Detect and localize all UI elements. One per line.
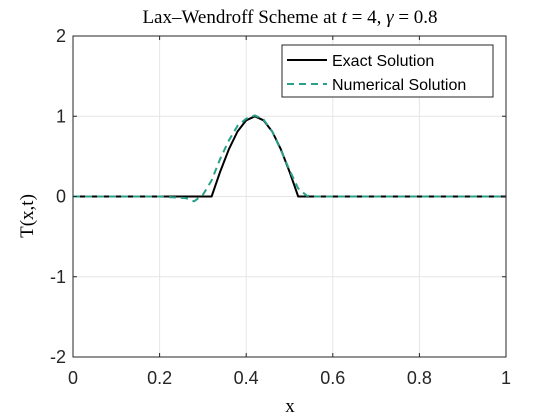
x-tick-label-2: 0.4: [234, 368, 259, 388]
series-lines: [73, 114, 506, 203]
x-tick-label-0: 0: [68, 368, 78, 388]
chart-title-prefix: Lax–Wendroff Scheme at: [142, 7, 341, 28]
chart-title-t-value: = 4,: [347, 7, 386, 28]
tick-marks: [72, 35, 507, 358]
x-tick-labels: 0 0.2 0.4 0.6 0.8 1: [68, 368, 511, 388]
chart-title-gamma-symbol: γ: [386, 7, 394, 28]
x-tick-label-3: 0.6: [320, 368, 345, 388]
legend: Exact Solution Numerical Solution: [281, 44, 494, 98]
legend-label-numerical: Numerical Solution: [332, 77, 466, 94]
x-tick-label-4: 0.8: [407, 368, 432, 388]
y-tick-label-2: 0: [56, 187, 66, 207]
chart-title: Lax–Wendroff Scheme at t = 4, γ = 0.8: [142, 7, 437, 28]
y-tick-label-1: -1: [50, 267, 66, 287]
x-tick-label-1: 0.2: [147, 368, 172, 388]
y-axis-label: T(x,t): [17, 194, 38, 238]
y-tick-labels: -2 -1 0 1 2: [50, 26, 66, 367]
x-axis-label: x: [285, 396, 295, 417]
legend-label-exact: Exact Solution: [332, 53, 434, 70]
legend-box: [281, 44, 494, 98]
y-tick-label-4: 2: [56, 26, 66, 46]
series-line-numerical: [73, 114, 506, 203]
chart-title-t-symbol: t: [342, 7, 348, 28]
chart-title-gamma-value: = 0.8: [394, 7, 438, 28]
y-tick-label-3: 1: [56, 106, 66, 126]
y-tick-label-0: -2: [50, 347, 66, 367]
x-tick-label-5: 1: [501, 368, 511, 388]
